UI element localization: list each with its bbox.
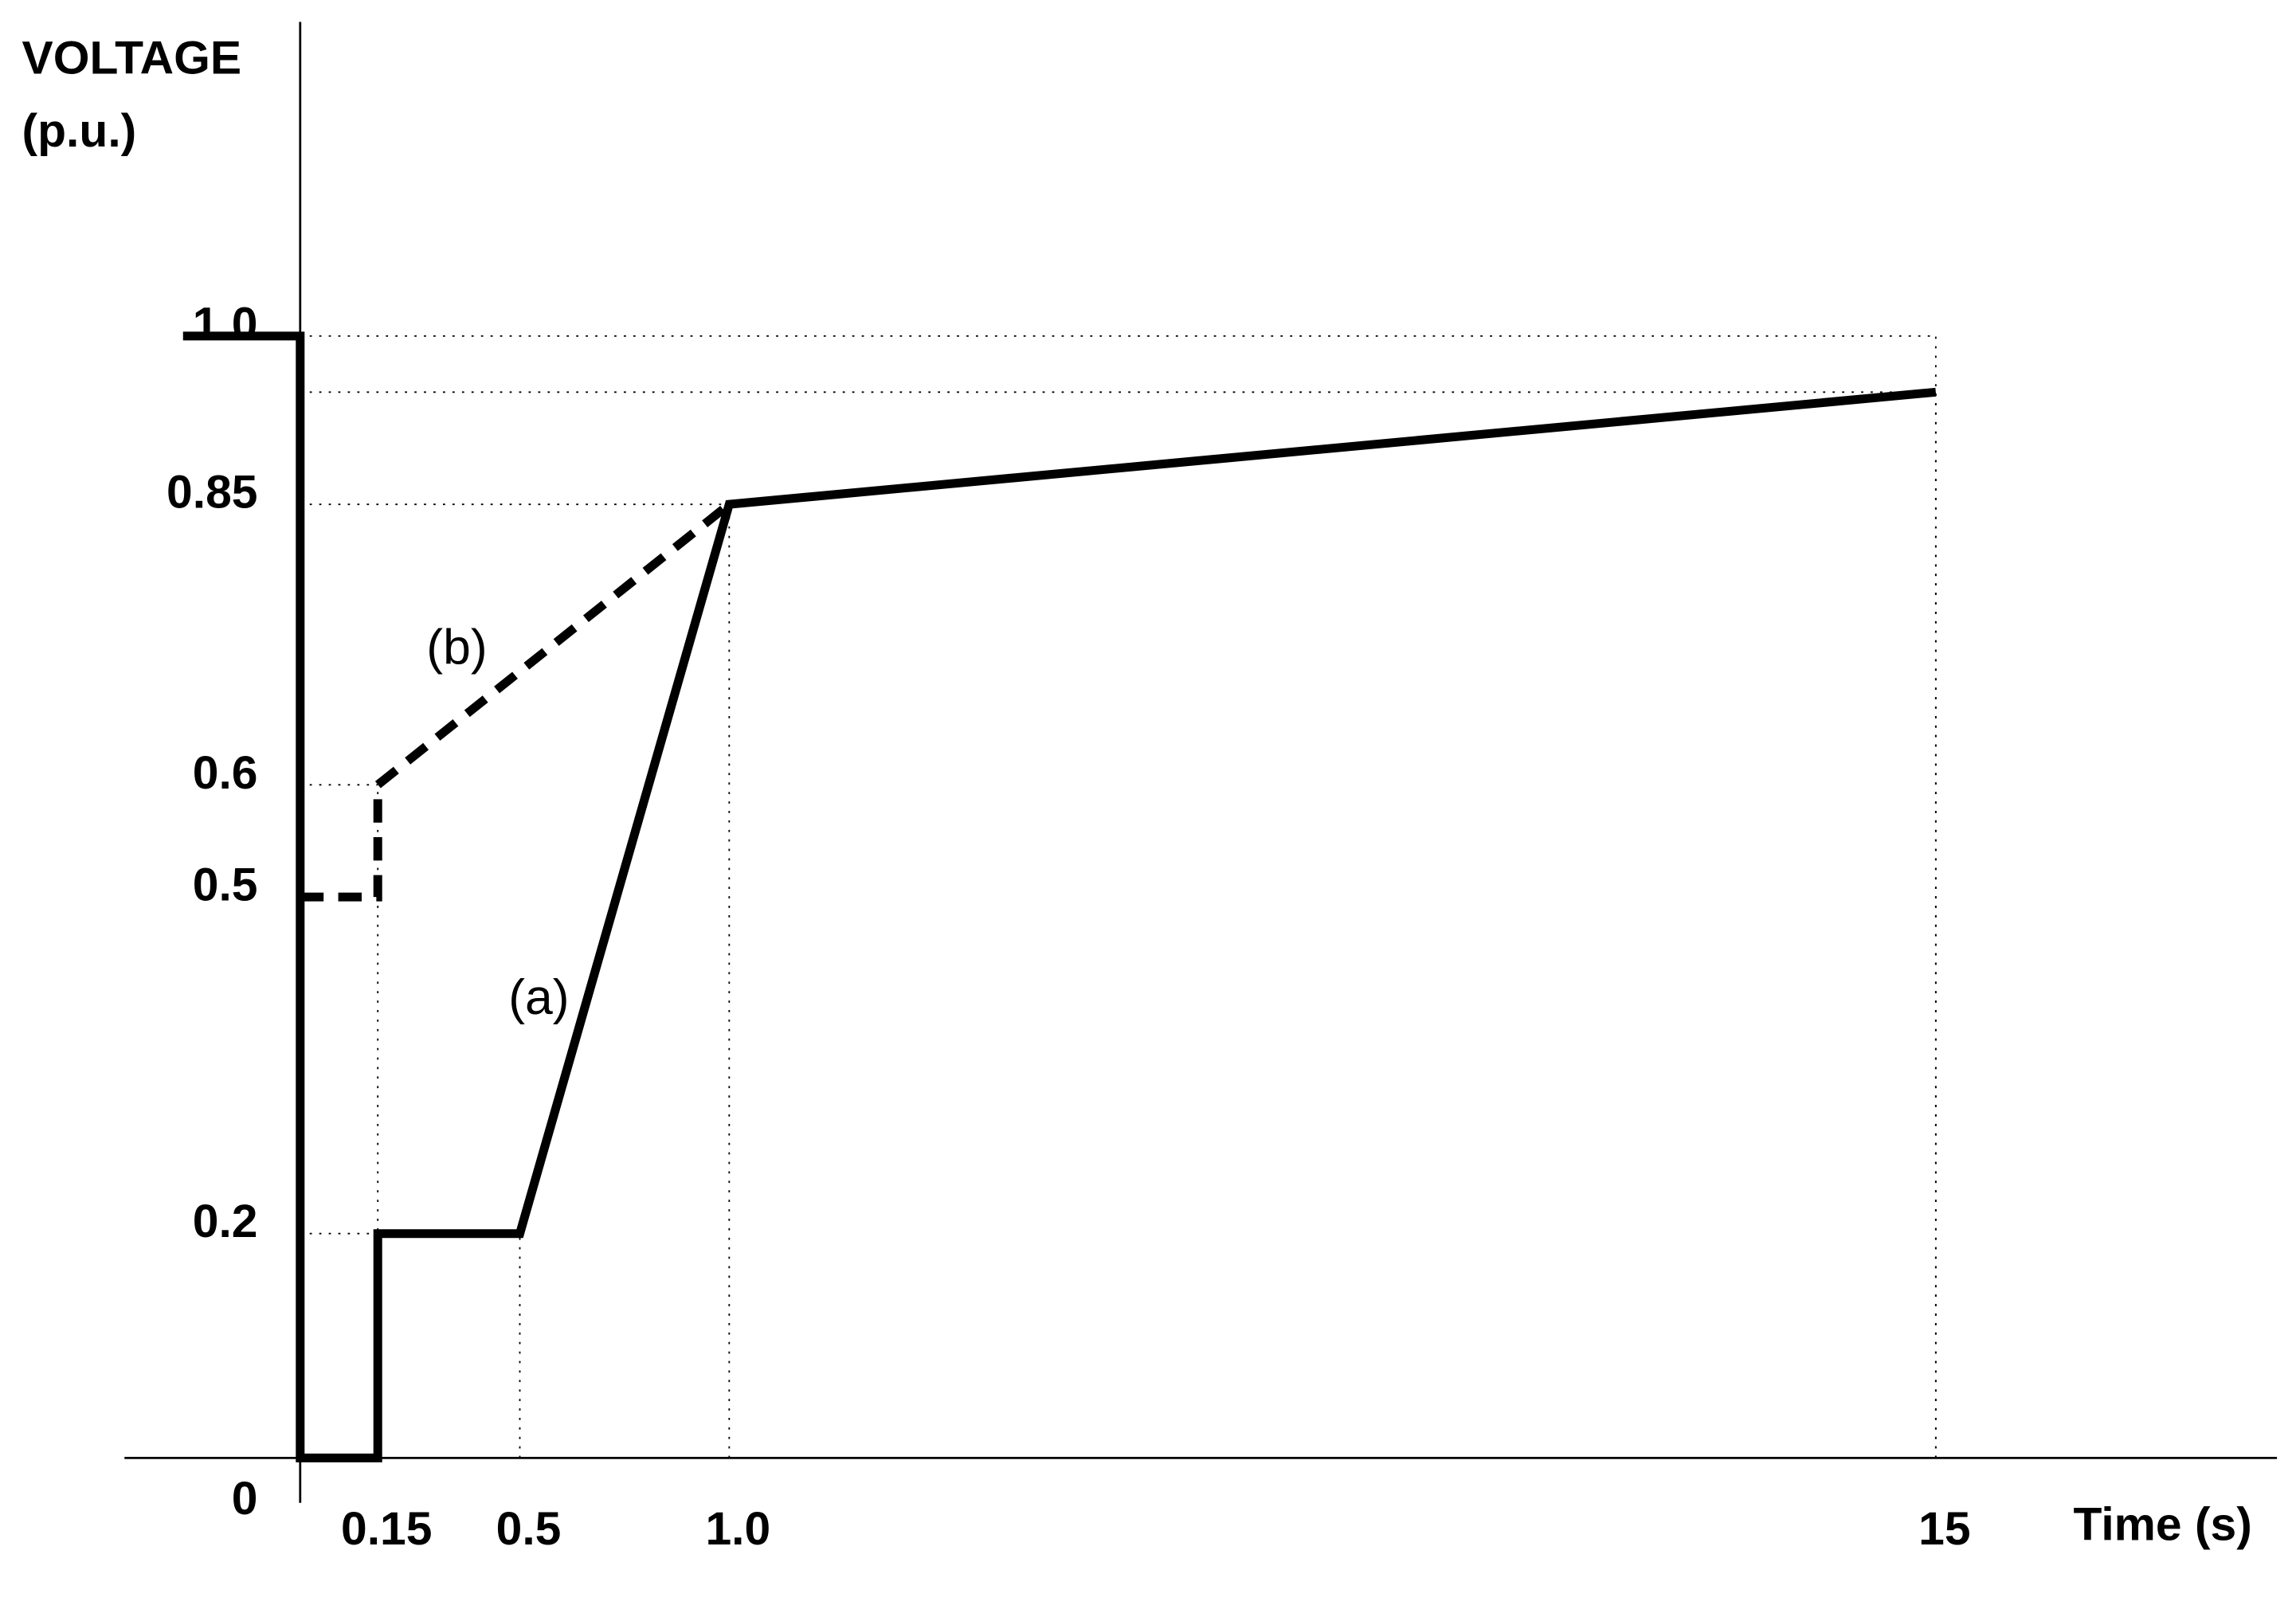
y-axis-label: VOLTAGE xyxy=(22,33,241,84)
series-line xyxy=(182,331,1937,1462)
x-tick-label: 15 xyxy=(1918,1503,1970,1555)
x-tick-label: 1.0 xyxy=(705,1503,770,1555)
series-label: (a) xyxy=(508,970,569,1025)
y-tick-label: 0.5 xyxy=(193,859,258,911)
y-tick-label: 1.0 xyxy=(193,298,258,350)
x-tick-label: 0.5 xyxy=(496,1503,562,1555)
y-tick-label: 0 xyxy=(232,1473,258,1525)
y-tick-label: 0.85 xyxy=(167,467,257,519)
y-tick-label: 0.6 xyxy=(193,747,258,799)
y-tick-label: 0.2 xyxy=(193,1196,258,1247)
x-tick-label: 0.15 xyxy=(341,1503,432,1555)
x-axis-label: Time (s) xyxy=(2073,1498,2251,1550)
series-label: (b) xyxy=(426,620,487,675)
y-axis-label: (p.u.) xyxy=(22,105,137,157)
series-line xyxy=(300,500,732,902)
